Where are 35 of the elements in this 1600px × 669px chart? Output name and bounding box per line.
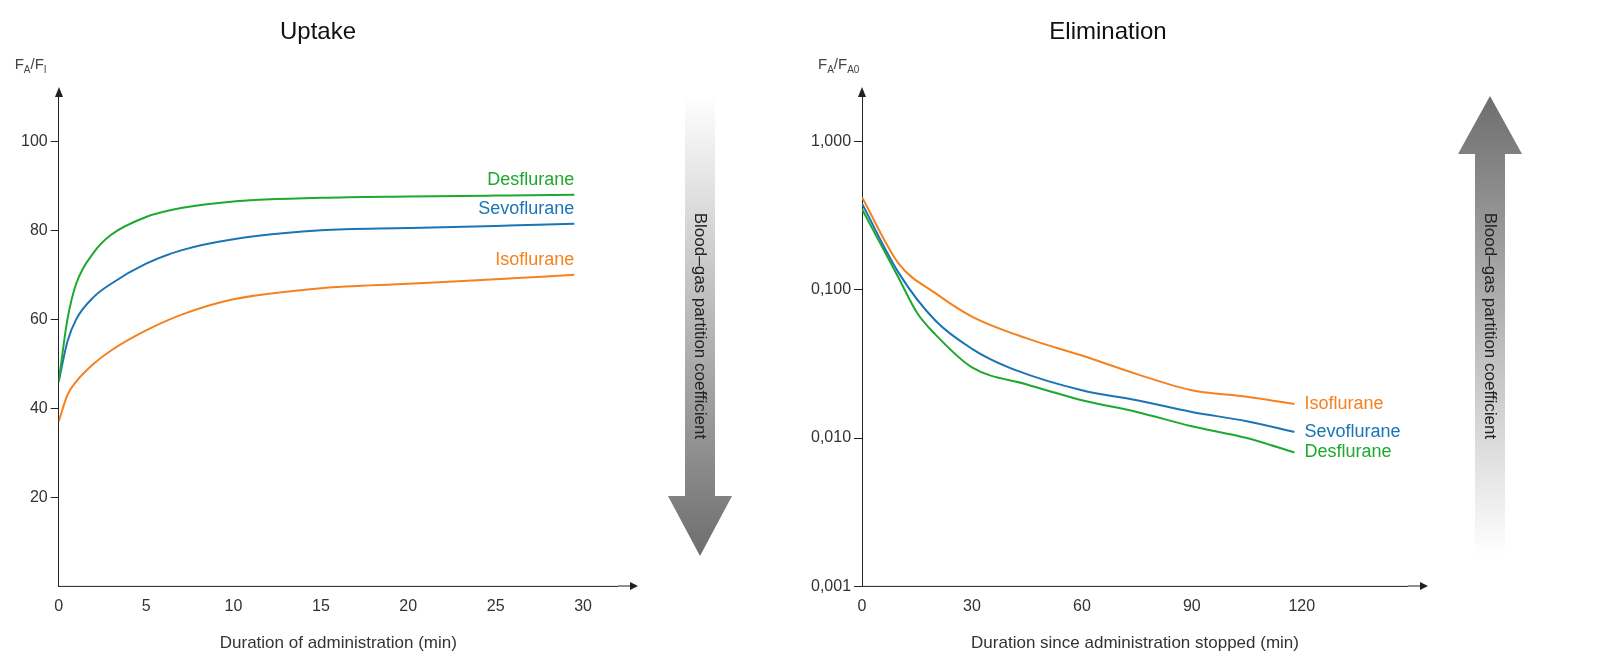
- x-tick-label: 20: [399, 597, 418, 615]
- series-label: Desflurane: [487, 168, 575, 189]
- y-tick-label: 80: [29, 220, 48, 238]
- y-tick-label: 0,100: [810, 280, 852, 298]
- x-tick-label: 120: [1288, 597, 1316, 615]
- line-series: [58, 273, 576, 423]
- x-axis-title: Duration since administration stopped (min): [971, 633, 1299, 653]
- y-tick-label: 20: [29, 487, 48, 505]
- x-axis-title: Duration of administration (min): [219, 633, 457, 653]
- y-tick-label: 1,000: [810, 131, 852, 149]
- series-label: Sevoflurane: [1304, 420, 1401, 441]
- x-tick-label: 90: [1182, 597, 1201, 615]
- x-tick-label: 10: [224, 597, 243, 615]
- x-tick-label: 5: [141, 597, 151, 615]
- x-tick-label: 25: [486, 597, 505, 615]
- chart-title: Elimination: [1049, 17, 1167, 45]
- y-tick-label: 60: [29, 309, 48, 327]
- series-label: Isoflurane: [495, 248, 575, 269]
- text: Blood–gas partition coefficient: [690, 212, 710, 440]
- chart-title: Uptake: [279, 17, 357, 45]
- x-tick-label: 60: [1072, 597, 1091, 615]
- y-tick-label: 100: [20, 131, 48, 149]
- series-label: Isoflurane: [1304, 392, 1384, 413]
- y-tick-label: 40: [29, 398, 48, 416]
- series-label: Sevoflurane: [478, 197, 575, 218]
- x-tick-label: 0: [857, 597, 867, 615]
- x-tick-label: 0: [54, 597, 64, 615]
- text: Blood–gas partition coefficient: [1480, 212, 1500, 440]
- series-label: Desflurane: [1304, 441, 1392, 462]
- x-tick-label: 15: [311, 597, 330, 615]
- x-tick-label: 30: [963, 597, 981, 615]
- x-tick-label: 30: [574, 597, 593, 615]
- line-series: [58, 193, 576, 383]
- y-tick-label: 0,010: [810, 428, 852, 446]
- y-tick-label: 0,001: [810, 576, 852, 594]
